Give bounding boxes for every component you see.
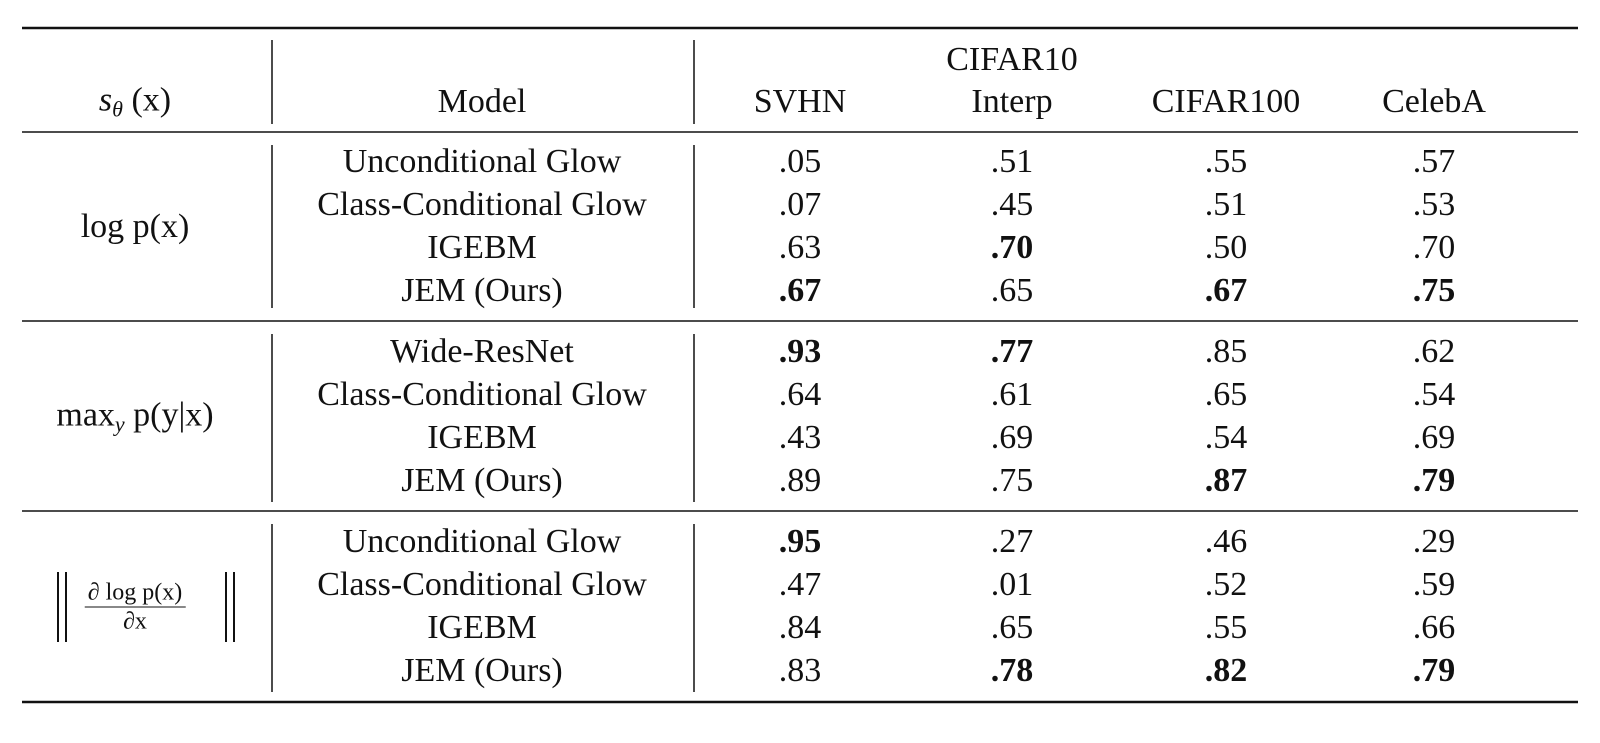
model-name: Class-Conditional Glow bbox=[317, 186, 647, 223]
label-main: log p(x) bbox=[80, 207, 190, 245]
auroc-value: .70 bbox=[990, 229, 1034, 266]
model-name: Unconditional Glow bbox=[342, 143, 622, 180]
auroc-value: .67 bbox=[1204, 272, 1248, 309]
numerator: ∂ log p(x) bbox=[84, 580, 186, 607]
auroc-value: .59 bbox=[1412, 566, 1456, 603]
auroc-value: .75 bbox=[1412, 272, 1456, 309]
model-name: Unconditional Glow bbox=[342, 523, 622, 560]
auroc-value: .27 bbox=[990, 523, 1034, 560]
auroc-value: .95 bbox=[778, 523, 822, 560]
auroc-value: .67 bbox=[778, 272, 822, 309]
auroc-value: .63 bbox=[778, 229, 822, 266]
auroc-value: .85 bbox=[1204, 333, 1248, 370]
auroc-value: .79 bbox=[1412, 652, 1456, 689]
auroc-value: .93 bbox=[778, 333, 822, 370]
label-main: max bbox=[56, 396, 115, 433]
auroc-value: .53 bbox=[1412, 186, 1456, 223]
model-name: Wide-ResNet bbox=[390, 333, 574, 370]
column-header: Interp bbox=[971, 83, 1053, 120]
norm-bars bbox=[57, 572, 235, 642]
model-name: Class-Conditional Glow bbox=[317, 566, 647, 603]
auroc-value: .47 bbox=[778, 566, 822, 603]
label-sub: θ bbox=[112, 96, 123, 122]
model-header: Model bbox=[437, 83, 527, 120]
score-function: log p(x) bbox=[80, 207, 190, 245]
auroc-value: .51 bbox=[990, 143, 1034, 180]
auroc-value: .51 bbox=[1204, 186, 1248, 223]
label-sub: y bbox=[114, 411, 125, 436]
auroc-value: .65 bbox=[990, 609, 1034, 646]
auroc-value: .82 bbox=[1204, 652, 1248, 689]
auroc-value: .54 bbox=[1204, 419, 1248, 456]
auroc-value: .77 bbox=[990, 333, 1034, 370]
auroc-value: .69 bbox=[1412, 419, 1456, 456]
auroc-value: .29 bbox=[1412, 523, 1456, 560]
auroc-value: .43 bbox=[778, 419, 822, 456]
auroc-value: .69 bbox=[990, 419, 1034, 456]
auroc-value: .89 bbox=[778, 462, 822, 499]
auroc-value: .55 bbox=[1204, 143, 1248, 180]
label-rest: p(y|x) bbox=[133, 396, 214, 433]
auroc-value: .83 bbox=[778, 652, 822, 689]
auroc-value: .62 bbox=[1412, 333, 1456, 370]
auroc-value: .84 bbox=[778, 609, 822, 646]
auroc-value: .07 bbox=[778, 186, 822, 223]
auroc-value: .70 bbox=[1412, 229, 1456, 266]
auroc-value: .65 bbox=[990, 272, 1034, 309]
auroc-value: .87 bbox=[1204, 462, 1248, 499]
model-name: JEM (Ours) bbox=[401, 652, 563, 689]
auroc-value: .57 bbox=[1412, 143, 1456, 180]
auroc-value: .55 bbox=[1204, 609, 1248, 646]
model-name: Class-Conditional Glow bbox=[317, 376, 647, 413]
model-name: IGEBM bbox=[427, 609, 537, 646]
column-header: CelebA bbox=[1382, 83, 1486, 120]
column-header: SVHN bbox=[753, 83, 847, 120]
auroc-value: .66 bbox=[1412, 609, 1456, 646]
fraction: ∂ log p(x) ∂x bbox=[84, 580, 186, 634]
auroc-value: .75 bbox=[990, 462, 1034, 499]
label-rest: (x) bbox=[131, 81, 172, 119]
model-name: IGEBM bbox=[427, 419, 537, 456]
score-function: ∂ log p(x) ∂x bbox=[84, 580, 186, 634]
model-name: JEM (Ours) bbox=[401, 462, 563, 499]
model-name: IGEBM bbox=[427, 229, 537, 266]
auroc-value: .61 bbox=[990, 376, 1034, 413]
auroc-value: .64 bbox=[778, 376, 822, 413]
column-rules bbox=[271, 40, 695, 692]
auroc-value: .45 bbox=[990, 186, 1034, 223]
auroc-value: .54 bbox=[1412, 376, 1456, 413]
auroc-value: .79 bbox=[1412, 462, 1456, 499]
auroc-value: .05 bbox=[778, 143, 822, 180]
score-header: sθ (x) bbox=[98, 81, 172, 122]
label-main: s bbox=[98, 81, 113, 119]
denominator: ∂x bbox=[123, 608, 147, 634]
auroc-value: .46 bbox=[1204, 523, 1248, 560]
auroc-value: .52 bbox=[1204, 566, 1248, 603]
column-header: CIFAR10 bbox=[946, 41, 1078, 78]
auroc-value: .78 bbox=[990, 652, 1034, 689]
auroc-value: .01 bbox=[990, 566, 1034, 603]
column-header: CIFAR100 bbox=[1151, 83, 1301, 120]
model-name: JEM (Ours) bbox=[401, 272, 563, 309]
score-function: maxy p(y|x) bbox=[56, 398, 213, 435]
auroc-value: .65 bbox=[1204, 376, 1248, 413]
auroc-value: .50 bbox=[1204, 229, 1248, 266]
